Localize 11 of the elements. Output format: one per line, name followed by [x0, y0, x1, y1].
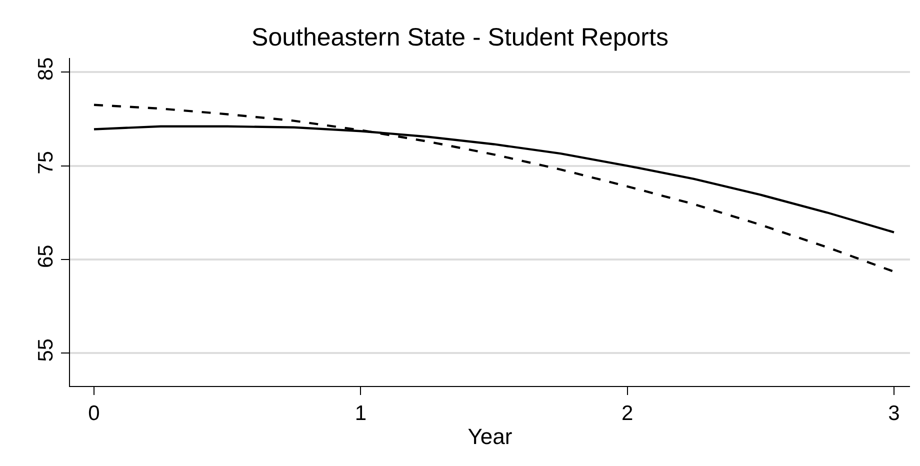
x-axis-title: Year: [468, 424, 512, 450]
y-tick-label: 55: [34, 338, 58, 362]
x-tick-label: 3: [888, 402, 900, 426]
line-series: [92, 104, 896, 273]
x-tick-label: 0: [88, 402, 100, 426]
x-tick-label: 1: [354, 402, 367, 426]
y-tick-label: 75: [34, 150, 58, 174]
y-tick-label: 85: [34, 57, 58, 81]
y-tick-label: 65: [34, 244, 58, 268]
chart-title: Southeastern State - Student Reports: [252, 23, 668, 52]
x-tick-label: 2: [621, 402, 634, 426]
